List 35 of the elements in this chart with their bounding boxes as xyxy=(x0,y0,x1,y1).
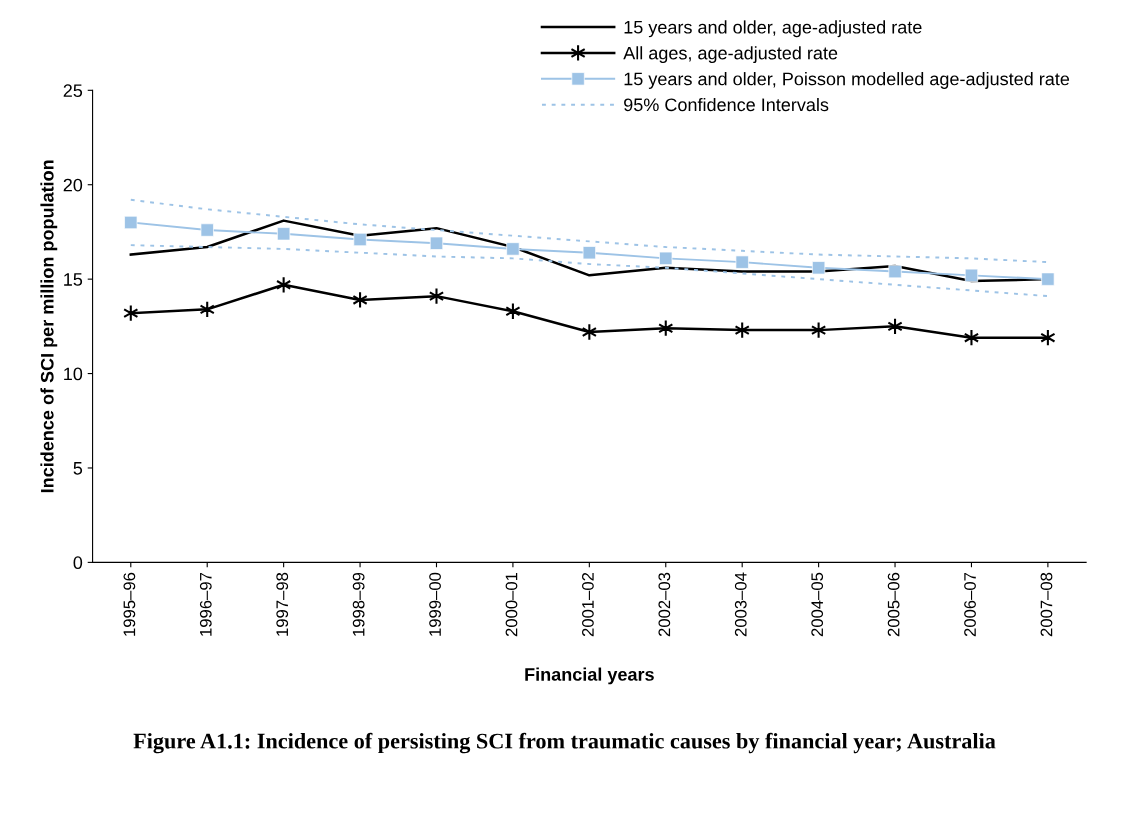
y-tick-label: 10 xyxy=(64,367,83,381)
legend-label: 95% Confidence Intervals xyxy=(624,97,829,112)
y-tick-label: 0 xyxy=(73,556,83,570)
x-tick-label: 2007–08 xyxy=(1040,572,1053,637)
point xyxy=(124,215,138,230)
y-tick-label: 20 xyxy=(63,178,83,192)
x-tick-label: 1996–97 xyxy=(199,572,212,636)
x-tick-label: 2001–02 xyxy=(582,572,594,637)
x-tick-label: 1997–98 xyxy=(276,572,289,636)
x-tick-label: 2005–06 xyxy=(887,572,900,637)
x-tick-label: 2004–05 xyxy=(811,572,824,637)
legend-label: 15 years and older, age-adjusted rate xyxy=(624,20,922,38)
x-tick-label: 1998–99 xyxy=(352,572,365,636)
text: Figure A1.1: Incidence of persisting SCI from traumatic causes by financial year; Australia xyxy=(133,732,996,754)
x-tick-label: 1995–96 xyxy=(123,572,136,636)
legend-label: 15 years and older, Poisson modelled age-adjusted rate xyxy=(624,72,1070,89)
point xyxy=(659,251,673,265)
y-axis-title: Incidence of SCI per million population xyxy=(40,160,58,493)
line-series xyxy=(129,244,1049,298)
point xyxy=(963,329,980,347)
y-tick-label: 15 xyxy=(64,273,83,286)
y-tick-label: 5 xyxy=(73,462,83,475)
x-tick-label: 2002–03 xyxy=(658,572,671,637)
legend-label: All ages, age-adjusted rate xyxy=(623,46,838,64)
x-axis-title: Financial years xyxy=(525,667,654,685)
x-tick-label: 2006–07 xyxy=(964,572,976,637)
x-tick-label: 2003–04 xyxy=(734,572,747,637)
point xyxy=(428,287,445,305)
x-tick-label: 1999–00 xyxy=(429,572,441,636)
line-series xyxy=(129,198,1049,264)
x-tick-label: 2000–01 xyxy=(505,572,518,637)
point xyxy=(352,291,368,309)
point xyxy=(277,227,291,241)
y-tick-label: 25 xyxy=(63,84,83,98)
point xyxy=(888,264,902,279)
